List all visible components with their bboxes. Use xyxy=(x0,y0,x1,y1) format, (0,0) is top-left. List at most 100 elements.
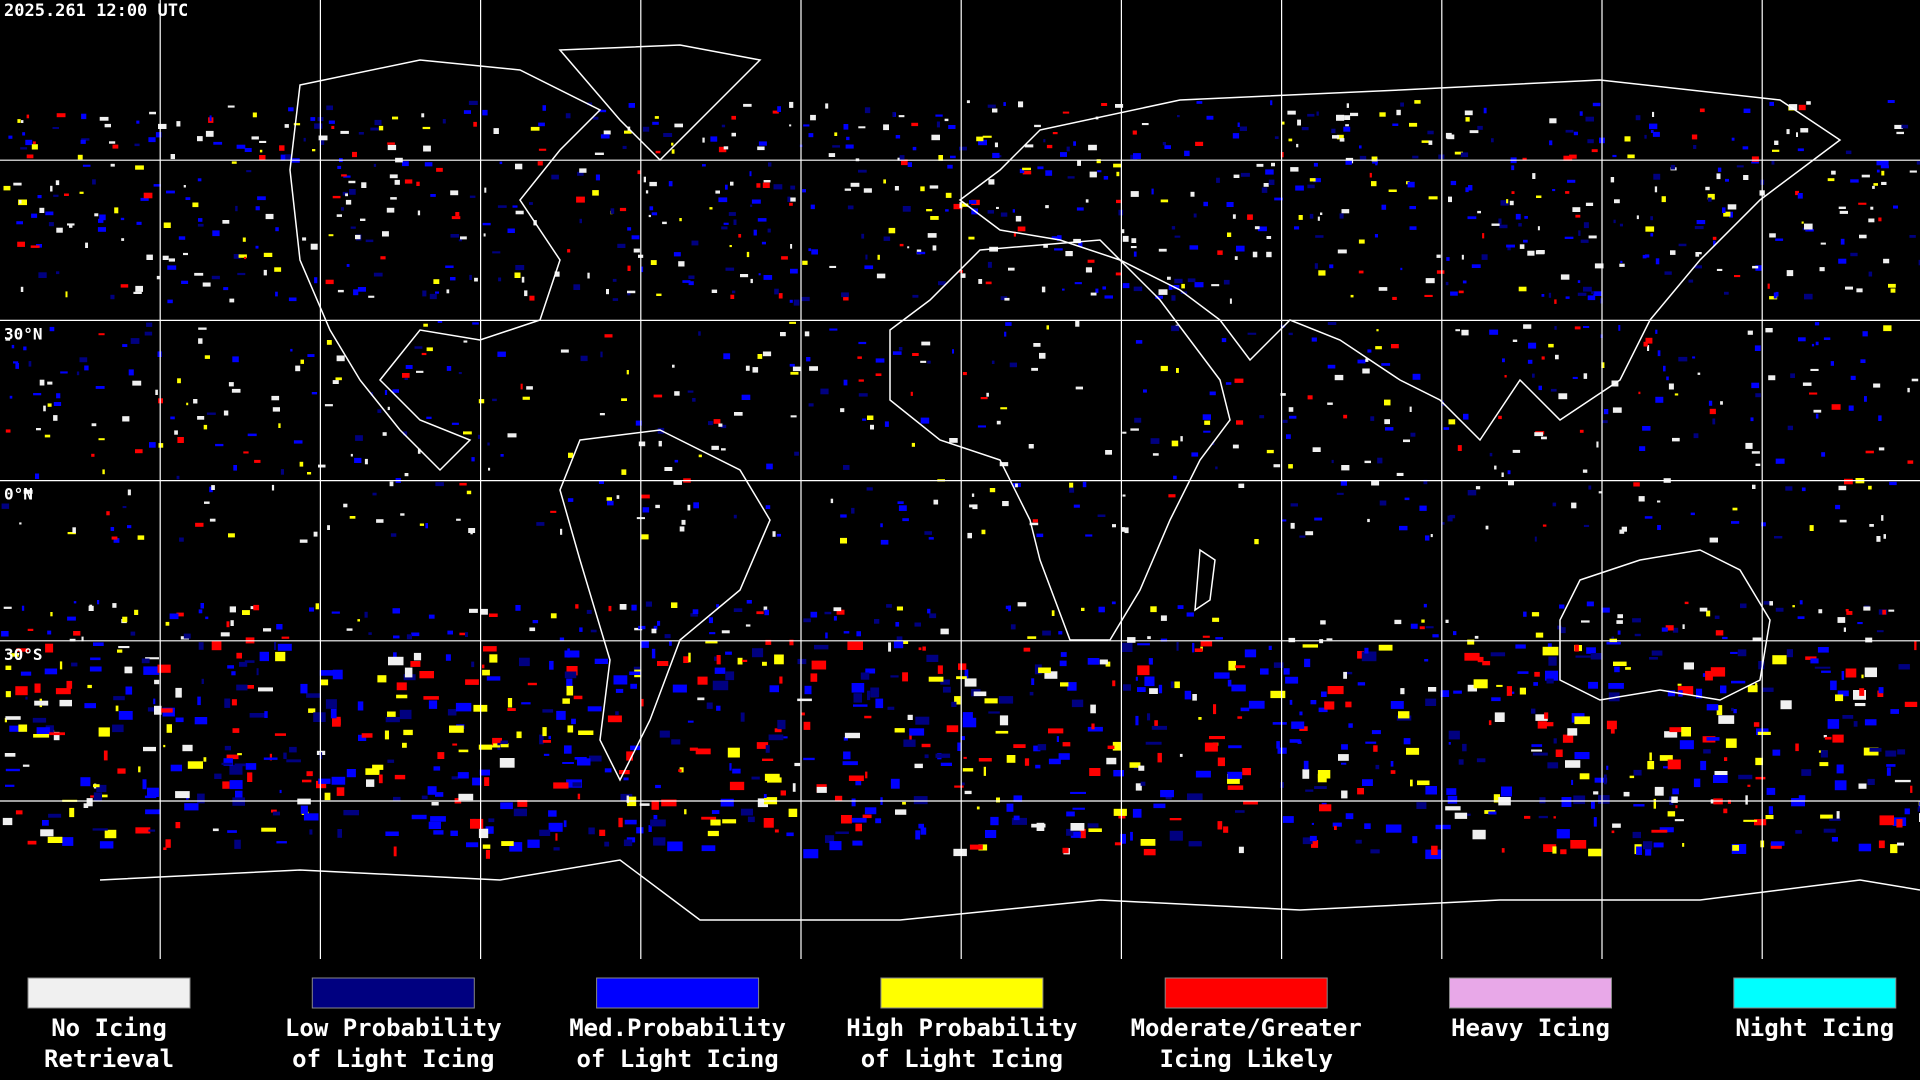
icing-pixel xyxy=(772,531,776,537)
icing-pixel xyxy=(958,663,967,670)
icing-pixel xyxy=(1722,636,1728,640)
icing-pixel xyxy=(916,251,926,255)
icing-pixel xyxy=(228,533,235,538)
icing-pixel xyxy=(1097,514,1106,517)
icing-pixel xyxy=(1435,824,1451,830)
icing-pixel xyxy=(122,416,130,422)
coastline xyxy=(558,44,762,162)
icing-pixel xyxy=(15,363,19,369)
icing-pixel xyxy=(1795,190,1799,196)
icing-pixel xyxy=(1464,110,1473,116)
icing-pixel xyxy=(789,321,796,324)
icing-pixel xyxy=(1122,494,1126,497)
icing-pixel xyxy=(1890,844,1898,854)
icing-pixel xyxy=(1174,235,1181,238)
icing-pixel xyxy=(1562,734,1574,743)
icing-pixel xyxy=(146,254,153,260)
icing-pixel xyxy=(1878,687,1884,694)
icing-pixel xyxy=(36,428,41,431)
icing-pixel xyxy=(1889,481,1897,486)
icing-pixel xyxy=(1314,517,1323,521)
icing-pixel xyxy=(422,126,431,130)
icing-pixel xyxy=(1326,638,1333,641)
icing-pixel xyxy=(1160,790,1174,798)
icing-pixel xyxy=(522,396,530,400)
icing-pixel xyxy=(1359,155,1367,161)
icing-pixel xyxy=(1645,847,1652,856)
icing-pixel xyxy=(224,745,231,751)
icing-pixel xyxy=(695,748,711,755)
icing-pixel xyxy=(1805,229,1814,232)
icing-pixel xyxy=(122,506,127,509)
icing-pixel xyxy=(1260,668,1269,675)
icing-pixel xyxy=(325,279,334,285)
icing-pixel xyxy=(729,781,745,791)
icing-pixel xyxy=(33,393,42,396)
icing-pixel xyxy=(1234,256,1238,260)
icing-pixel xyxy=(1176,368,1179,373)
icing-pixel xyxy=(507,698,513,708)
icing-pixel xyxy=(1552,189,1556,192)
icing-pixel xyxy=(312,149,316,152)
icing-pixel xyxy=(733,514,737,519)
icing-pixel xyxy=(728,212,736,216)
icing-pixel xyxy=(1060,152,1067,157)
icing-pixel xyxy=(864,715,872,719)
icing-pixel xyxy=(5,784,15,787)
icing-pixel xyxy=(769,685,779,693)
icing-pixel xyxy=(345,193,348,197)
icing-pixel xyxy=(616,495,620,499)
icing-pixel xyxy=(1187,793,1203,801)
icing-pixel xyxy=(326,340,332,345)
icing-pixel xyxy=(16,648,29,652)
icing-pixel xyxy=(1581,620,1590,623)
icing-pixel xyxy=(507,433,517,438)
icing-pixel xyxy=(1134,417,1142,423)
icing-pixel xyxy=(295,365,301,372)
icing-pixel xyxy=(314,123,323,129)
icing-pixel xyxy=(1881,515,1884,521)
icing-pixel xyxy=(762,661,767,666)
icing-pixel xyxy=(135,827,151,834)
icing-pixel xyxy=(887,706,895,710)
icing-pixel xyxy=(404,473,409,477)
latitude-label: 30°S xyxy=(4,645,43,664)
icing-pixel xyxy=(1643,841,1653,850)
icing-pixel xyxy=(93,784,100,788)
icing-pixel xyxy=(318,135,328,141)
icing-pixel xyxy=(113,538,120,543)
icing-pixel xyxy=(1909,235,1916,238)
icing-pixel xyxy=(1499,224,1508,229)
icing-pixel xyxy=(803,124,810,127)
icing-pixel xyxy=(259,149,263,153)
icing-pixel xyxy=(1000,212,1008,217)
icing-pixel xyxy=(469,608,478,613)
icing-pixel xyxy=(1543,722,1554,727)
icing-pixel xyxy=(1341,762,1347,765)
icing-pixel xyxy=(1076,207,1084,211)
icing-pixel xyxy=(130,631,136,636)
icing-pixel xyxy=(1593,291,1602,296)
icing-pixel xyxy=(361,182,367,188)
icing-pixel xyxy=(548,822,563,832)
icing-pixel xyxy=(1133,153,1141,159)
icing-pixel xyxy=(32,141,36,144)
icing-pixel xyxy=(1598,491,1602,494)
icing-pixel xyxy=(417,210,421,216)
icing-pixel xyxy=(450,234,459,238)
icing-pixel xyxy=(1506,244,1515,248)
icing-pixel xyxy=(1227,232,1232,237)
icing-pixel xyxy=(1403,738,1411,745)
legend-swatch xyxy=(1164,977,1328,1009)
icing-pixel xyxy=(1845,609,1849,612)
icing-pixel xyxy=(380,256,386,260)
icing-pixel xyxy=(1430,534,1433,538)
icing-pixel xyxy=(902,801,906,805)
icing-pixel xyxy=(898,347,903,351)
icing-pixel xyxy=(211,485,215,490)
icing-pixel xyxy=(844,188,851,191)
icing-pixel xyxy=(1024,758,1030,766)
icing-pixel xyxy=(44,434,51,438)
icing-pixel xyxy=(384,730,389,740)
icing-pixel xyxy=(587,706,602,712)
